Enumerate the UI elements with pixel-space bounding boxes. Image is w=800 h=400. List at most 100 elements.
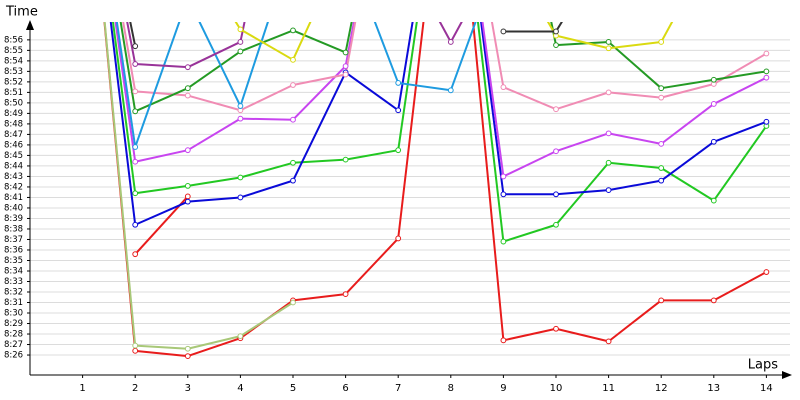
data-point bbox=[184, 353, 191, 359]
data-point bbox=[290, 299, 296, 306]
y-tick-label: 8:26 bbox=[4, 351, 23, 361]
y-tick-label: 8:36 bbox=[4, 245, 23, 255]
x-tick-label: 13 bbox=[707, 383, 720, 394]
y-tick-label: 8:37 bbox=[4, 235, 23, 245]
y-tick-label: 8:33 bbox=[4, 277, 23, 287]
data-point bbox=[395, 80, 402, 86]
data-point bbox=[290, 177, 296, 184]
x-tick-label: 4 bbox=[237, 383, 243, 394]
data-point bbox=[184, 147, 191, 154]
data-point bbox=[553, 106, 559, 113]
x-tick-label: 14 bbox=[760, 383, 773, 394]
data-point bbox=[237, 103, 244, 109]
data-point bbox=[553, 325, 559, 332]
y-tick-label: 8:47 bbox=[4, 130, 23, 140]
y-tick-label: 8:56 bbox=[4, 35, 23, 45]
data-point bbox=[184, 85, 191, 92]
y-axis-arrow bbox=[26, 20, 34, 30]
x-axis-title: Laps bbox=[748, 358, 778, 373]
data-point bbox=[132, 61, 139, 67]
data-point bbox=[553, 221, 559, 228]
y-tick-label: 8:51 bbox=[4, 88, 23, 98]
y-tick-label: 8:50 bbox=[4, 98, 23, 108]
data-point bbox=[500, 28, 507, 35]
data-point bbox=[132, 88, 139, 95]
x-tick-label: 12 bbox=[655, 383, 668, 394]
data-point bbox=[500, 84, 507, 91]
y-tick-label: 8:29 bbox=[4, 319, 23, 329]
y-tick-label: 8:40 bbox=[4, 203, 23, 213]
data-point bbox=[553, 28, 559, 35]
data-point bbox=[605, 89, 612, 96]
y-tick-label: 8:52 bbox=[4, 77, 23, 87]
y-tick-label: 8:42 bbox=[4, 182, 23, 192]
data-point bbox=[132, 347, 139, 354]
x-tick-label: 8 bbox=[448, 383, 454, 394]
grid bbox=[30, 39, 790, 356]
data-point bbox=[763, 50, 770, 57]
data-point bbox=[290, 82, 296, 88]
data-point bbox=[237, 333, 244, 340]
y-tick-label: 8:38 bbox=[4, 224, 23, 234]
x-tick-label: 3 bbox=[185, 383, 191, 394]
data-point bbox=[395, 107, 402, 114]
data-point bbox=[763, 269, 770, 275]
x-tick-label: 1 bbox=[79, 383, 85, 394]
data-point bbox=[605, 130, 612, 137]
data-point bbox=[237, 48, 244, 55]
data-point bbox=[342, 49, 349, 56]
data-point bbox=[237, 115, 244, 122]
data-point bbox=[500, 337, 507, 344]
data-point bbox=[710, 297, 717, 304]
data-point bbox=[447, 87, 454, 94]
y-tick-label: 8:32 bbox=[4, 288, 23, 298]
data-point bbox=[763, 74, 770, 81]
data-point bbox=[237, 174, 244, 181]
y-tick-label: 8:46 bbox=[4, 140, 23, 150]
data-point bbox=[132, 43, 139, 50]
data-point bbox=[553, 42, 559, 49]
x-tick-label: 9 bbox=[500, 383, 506, 394]
data-point bbox=[290, 116, 296, 123]
data-point bbox=[342, 291, 349, 298]
y-tick-label: 8:30 bbox=[4, 309, 23, 319]
x-tick-label: 2 bbox=[132, 383, 138, 394]
x-tick-label: 5 bbox=[290, 383, 296, 394]
data-point bbox=[184, 92, 191, 99]
y-tick-label: 8:54 bbox=[4, 56, 23, 66]
data-point bbox=[342, 63, 349, 70]
data-point bbox=[710, 138, 717, 145]
x-tick-label: 10 bbox=[550, 383, 563, 394]
y-tick-label: 8:43 bbox=[4, 172, 23, 182]
data-point bbox=[658, 140, 665, 147]
series-line bbox=[122, 22, 767, 112]
data-point bbox=[395, 235, 402, 242]
data-point bbox=[658, 165, 665, 171]
data-point bbox=[132, 251, 139, 258]
x-tick-label: 6 bbox=[342, 383, 348, 394]
data-point bbox=[132, 144, 139, 150]
data-point bbox=[395, 147, 402, 154]
y-tick-label: 8:31 bbox=[4, 298, 23, 308]
data-point bbox=[184, 193, 191, 200]
data-point bbox=[763, 118, 770, 125]
y-tick-label: 8:48 bbox=[4, 119, 23, 129]
series-line bbox=[115, 22, 477, 149]
data-point bbox=[605, 338, 612, 345]
data-point bbox=[500, 191, 507, 198]
data-point bbox=[132, 221, 139, 228]
y-tick-label: 8:45 bbox=[4, 151, 23, 161]
series-line bbox=[114, 22, 767, 178]
data-point bbox=[290, 159, 296, 166]
data-point bbox=[658, 177, 665, 184]
y-tick-label: 8:44 bbox=[4, 161, 23, 171]
x-axis-arrow bbox=[782, 371, 792, 379]
data-point bbox=[342, 156, 349, 163]
data-point bbox=[237, 26, 244, 33]
series-line bbox=[119, 22, 767, 113]
data-point bbox=[658, 297, 665, 304]
y-tick-label: 8:35 bbox=[4, 256, 23, 266]
data-point bbox=[447, 39, 454, 45]
data-point bbox=[342, 71, 349, 78]
